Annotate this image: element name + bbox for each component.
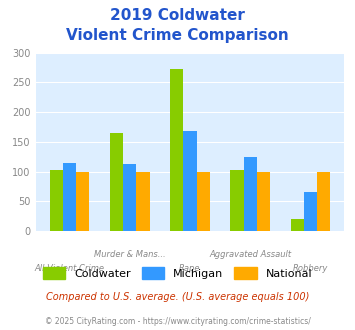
- Bar: [136, 172, 149, 231]
- Text: All Violent Crime: All Violent Crime: [34, 264, 104, 273]
- Bar: [197, 172, 210, 231]
- Bar: [257, 172, 270, 231]
- Text: Murder & Mans...: Murder & Mans...: [94, 250, 165, 259]
- Text: © 2025 CityRating.com - https://www.cityrating.com/crime-statistics/: © 2025 CityRating.com - https://www.city…: [45, 317, 310, 326]
- Text: Violent Crime Comparison: Violent Crime Comparison: [66, 28, 289, 43]
- Bar: [123, 164, 136, 231]
- Bar: [76, 172, 89, 231]
- Bar: [50, 170, 63, 231]
- Bar: [304, 192, 317, 231]
- Bar: [63, 163, 76, 231]
- Bar: [230, 170, 244, 231]
- Bar: [170, 69, 183, 231]
- Text: 2019 Coldwater: 2019 Coldwater: [110, 8, 245, 23]
- Bar: [244, 157, 257, 231]
- Text: Rape: Rape: [179, 264, 201, 273]
- Bar: [290, 219, 304, 231]
- Legend: Coldwater, Michigan, National: Coldwater, Michigan, National: [39, 263, 316, 283]
- Text: Compared to U.S. average. (U.S. average equals 100): Compared to U.S. average. (U.S. average …: [46, 292, 309, 302]
- Bar: [110, 133, 123, 231]
- Bar: [317, 172, 330, 231]
- Bar: [183, 131, 197, 231]
- Text: Aggravated Assault: Aggravated Assault: [209, 250, 291, 259]
- Text: Robbery: Robbery: [293, 264, 328, 273]
